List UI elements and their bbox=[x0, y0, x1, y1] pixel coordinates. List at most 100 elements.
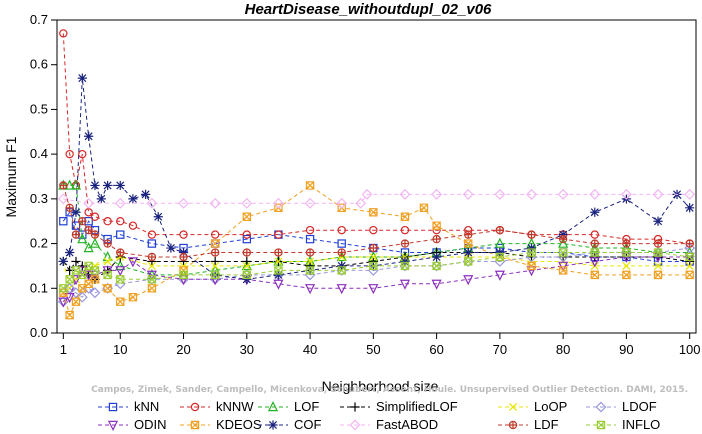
data-point bbox=[179, 270, 188, 280]
series-line bbox=[62, 185, 690, 258]
data-point bbox=[495, 252, 505, 262]
data-point bbox=[178, 247, 189, 258]
data-point bbox=[432, 261, 441, 271]
data-point bbox=[464, 230, 473, 239]
x-tick-label: 60 bbox=[429, 342, 443, 357]
data-point bbox=[78, 217, 87, 226]
data-point bbox=[114, 197, 126, 209]
data-point bbox=[59, 181, 68, 190]
data-point bbox=[90, 266, 100, 275]
data-point bbox=[589, 257, 600, 268]
data-point bbox=[369, 208, 378, 217]
data-point bbox=[431, 188, 443, 200]
data-point bbox=[84, 225, 93, 235]
legend-marker bbox=[267, 401, 279, 412]
data-point bbox=[90, 230, 100, 239]
data-point bbox=[210, 230, 220, 239]
data-point bbox=[71, 230, 81, 239]
data-point bbox=[620, 188, 632, 200]
data-point bbox=[242, 256, 252, 267]
data-point bbox=[304, 284, 316, 295]
data-point bbox=[70, 179, 82, 190]
legend-item: LDF bbox=[498, 417, 559, 432]
data-point bbox=[147, 275, 157, 284]
x-tick-label: 90 bbox=[619, 342, 633, 357]
data-point bbox=[242, 230, 252, 239]
series-INFLO bbox=[59, 248, 694, 293]
legend-marker bbox=[508, 420, 518, 430]
data-point bbox=[274, 230, 283, 239]
data-point bbox=[242, 261, 251, 270]
data-point bbox=[116, 297, 125, 306]
data-point bbox=[685, 203, 695, 213]
data-point bbox=[305, 248, 315, 257]
series-line bbox=[62, 247, 690, 302]
data-point bbox=[432, 225, 441, 235]
data-point bbox=[116, 230, 125, 239]
legend-item: LoOP bbox=[498, 399, 567, 414]
x-tick-label: 70 bbox=[493, 342, 507, 357]
data-point bbox=[273, 279, 284, 290]
legend-marker bbox=[190, 402, 200, 412]
data-point bbox=[115, 266, 126, 277]
data-point bbox=[71, 297, 81, 306]
data-point bbox=[89, 237, 101, 248]
x-tick-label: 1 bbox=[60, 342, 67, 357]
data-point bbox=[210, 248, 220, 257]
data-point bbox=[621, 242, 632, 253]
data-point bbox=[652, 252, 664, 263]
legend-item: ODIN bbox=[98, 417, 167, 432]
data-point bbox=[558, 230, 568, 240]
data-point bbox=[90, 212, 100, 221]
x-tick-label: 80 bbox=[556, 342, 570, 357]
data-point bbox=[65, 203, 74, 212]
data-point bbox=[83, 270, 94, 281]
legend-label: FastABOD bbox=[376, 417, 438, 432]
legend-item: FastABOD bbox=[340, 417, 438, 432]
x-tick-label: 20 bbox=[176, 342, 190, 357]
legend-marker bbox=[190, 420, 200, 430]
data-point bbox=[305, 266, 315, 275]
data-point bbox=[102, 251, 113, 262]
data-point bbox=[90, 180, 100, 191]
data-point bbox=[103, 180, 113, 191]
data-point bbox=[653, 248, 663, 257]
data-point bbox=[622, 270, 631, 280]
data-point bbox=[495, 225, 505, 235]
legend-item: kNN bbox=[98, 399, 159, 414]
chart-title: HeartDisease_withoutdupl_02_v06 bbox=[245, 1, 492, 18]
data-point bbox=[653, 216, 663, 226]
data-point bbox=[115, 180, 125, 191]
y-tick-label: 0.5 bbox=[30, 101, 48, 116]
data-point bbox=[399, 279, 411, 290]
data-point bbox=[178, 197, 189, 209]
data-point bbox=[242, 274, 252, 284]
x-tick-label: 40 bbox=[303, 342, 317, 357]
data-point bbox=[369, 261, 378, 271]
data-point bbox=[589, 188, 601, 200]
data-point bbox=[337, 261, 347, 271]
legend-item: kNNW bbox=[180, 399, 254, 414]
data-point bbox=[400, 261, 410, 271]
data-point bbox=[336, 251, 347, 262]
y-tick-label: 0.2 bbox=[30, 236, 48, 251]
data-point bbox=[242, 212, 252, 221]
data-point bbox=[147, 261, 156, 270]
y-axis-label: Maximum F1 bbox=[3, 136, 19, 217]
data-point bbox=[355, 197, 367, 209]
data-point bbox=[89, 287, 101, 299]
data-point bbox=[431, 279, 442, 290]
y-tick-label: 0.3 bbox=[30, 191, 48, 206]
data-point bbox=[116, 275, 125, 284]
y-tick-label: 0.0 bbox=[30, 325, 48, 340]
data-point bbox=[57, 193, 69, 205]
data-point bbox=[685, 239, 694, 248]
data-point bbox=[147, 284, 157, 293]
data-point bbox=[65, 275, 74, 284]
data-point bbox=[622, 261, 631, 270]
data-point bbox=[209, 197, 221, 209]
data-point bbox=[462, 188, 474, 200]
data-point bbox=[65, 310, 74, 320]
data-point bbox=[103, 257, 112, 266]
